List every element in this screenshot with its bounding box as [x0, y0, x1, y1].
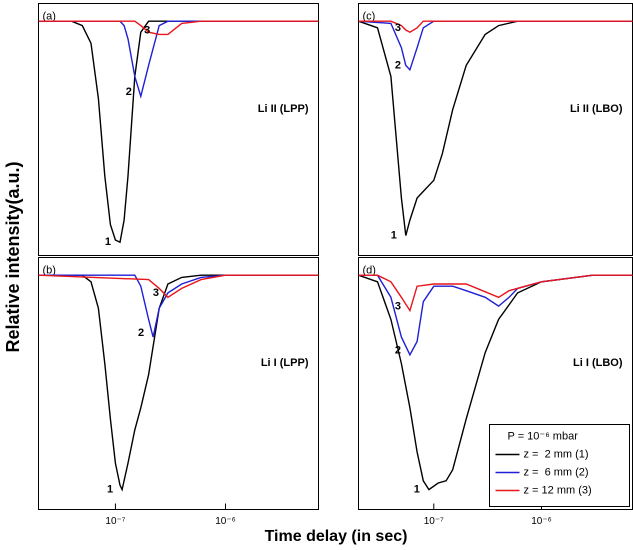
curve-label: 3	[395, 22, 401, 34]
curve-label: 2	[126, 86, 132, 98]
panel-label: (d)	[363, 264, 376, 276]
curve-label: 1	[105, 236, 111, 248]
plot-frame	[38, 257, 319, 510]
panel-label: (c)	[363, 10, 376, 22]
series-line	[38, 274, 319, 492]
series-line	[38, 274, 319, 338]
curve-label: 1	[391, 230, 397, 242]
x-tick-label: 10⁻⁶	[215, 516, 236, 527]
series-line	[358, 274, 633, 313]
legend-box	[489, 424, 630, 507]
series-line	[358, 274, 633, 491]
curve-label: 1	[414, 484, 420, 496]
legend-label: z = 6 mm (2)	[524, 466, 589, 478]
legend-label: z = 2 mm (1)	[524, 448, 589, 460]
panel-annotation: Li I (LPP)	[261, 357, 309, 369]
curve-label: 3	[395, 300, 401, 312]
series-line	[38, 20, 319, 99]
panel-annotation: Li II (LBO)	[570, 103, 623, 115]
curve-label: 2	[395, 345, 401, 357]
series-line	[38, 274, 319, 299]
curve-label: 2	[138, 327, 144, 339]
series-line	[38, 20, 319, 244]
curve-label: 3	[144, 24, 150, 36]
series-line	[358, 20, 633, 236]
panel-annotation: Li II (LPP)	[258, 103, 309, 115]
curve-label: 1	[107, 484, 113, 496]
panel-annotation: Li I (LBO)	[573, 357, 623, 369]
series-line	[38, 20, 319, 36]
panel-label: (a)	[43, 10, 56, 22]
series-line	[358, 274, 633, 357]
series-line	[358, 20, 633, 72]
legend-title: P = 10⁻⁶ mbar	[508, 430, 579, 442]
x-tick-label: 10⁻⁷	[424, 516, 444, 527]
series-line	[358, 20, 633, 34]
panel-label: (b)	[43, 264, 56, 276]
plot-frame	[38, 3, 319, 256]
curve-label: 3	[153, 287, 159, 299]
x-tick-label: 10⁻⁷	[105, 516, 125, 527]
legend-label: z = 12 mm (3)	[524, 484, 592, 496]
x-axis-label: Time delay (in sec)	[265, 528, 408, 545]
curve-label: 2	[395, 60, 401, 72]
x-tick-label: 10⁻⁶	[531, 516, 552, 527]
y-axis-label: Relative intensity(a.u.)	[3, 161, 23, 352]
plot-frame	[358, 3, 633, 256]
